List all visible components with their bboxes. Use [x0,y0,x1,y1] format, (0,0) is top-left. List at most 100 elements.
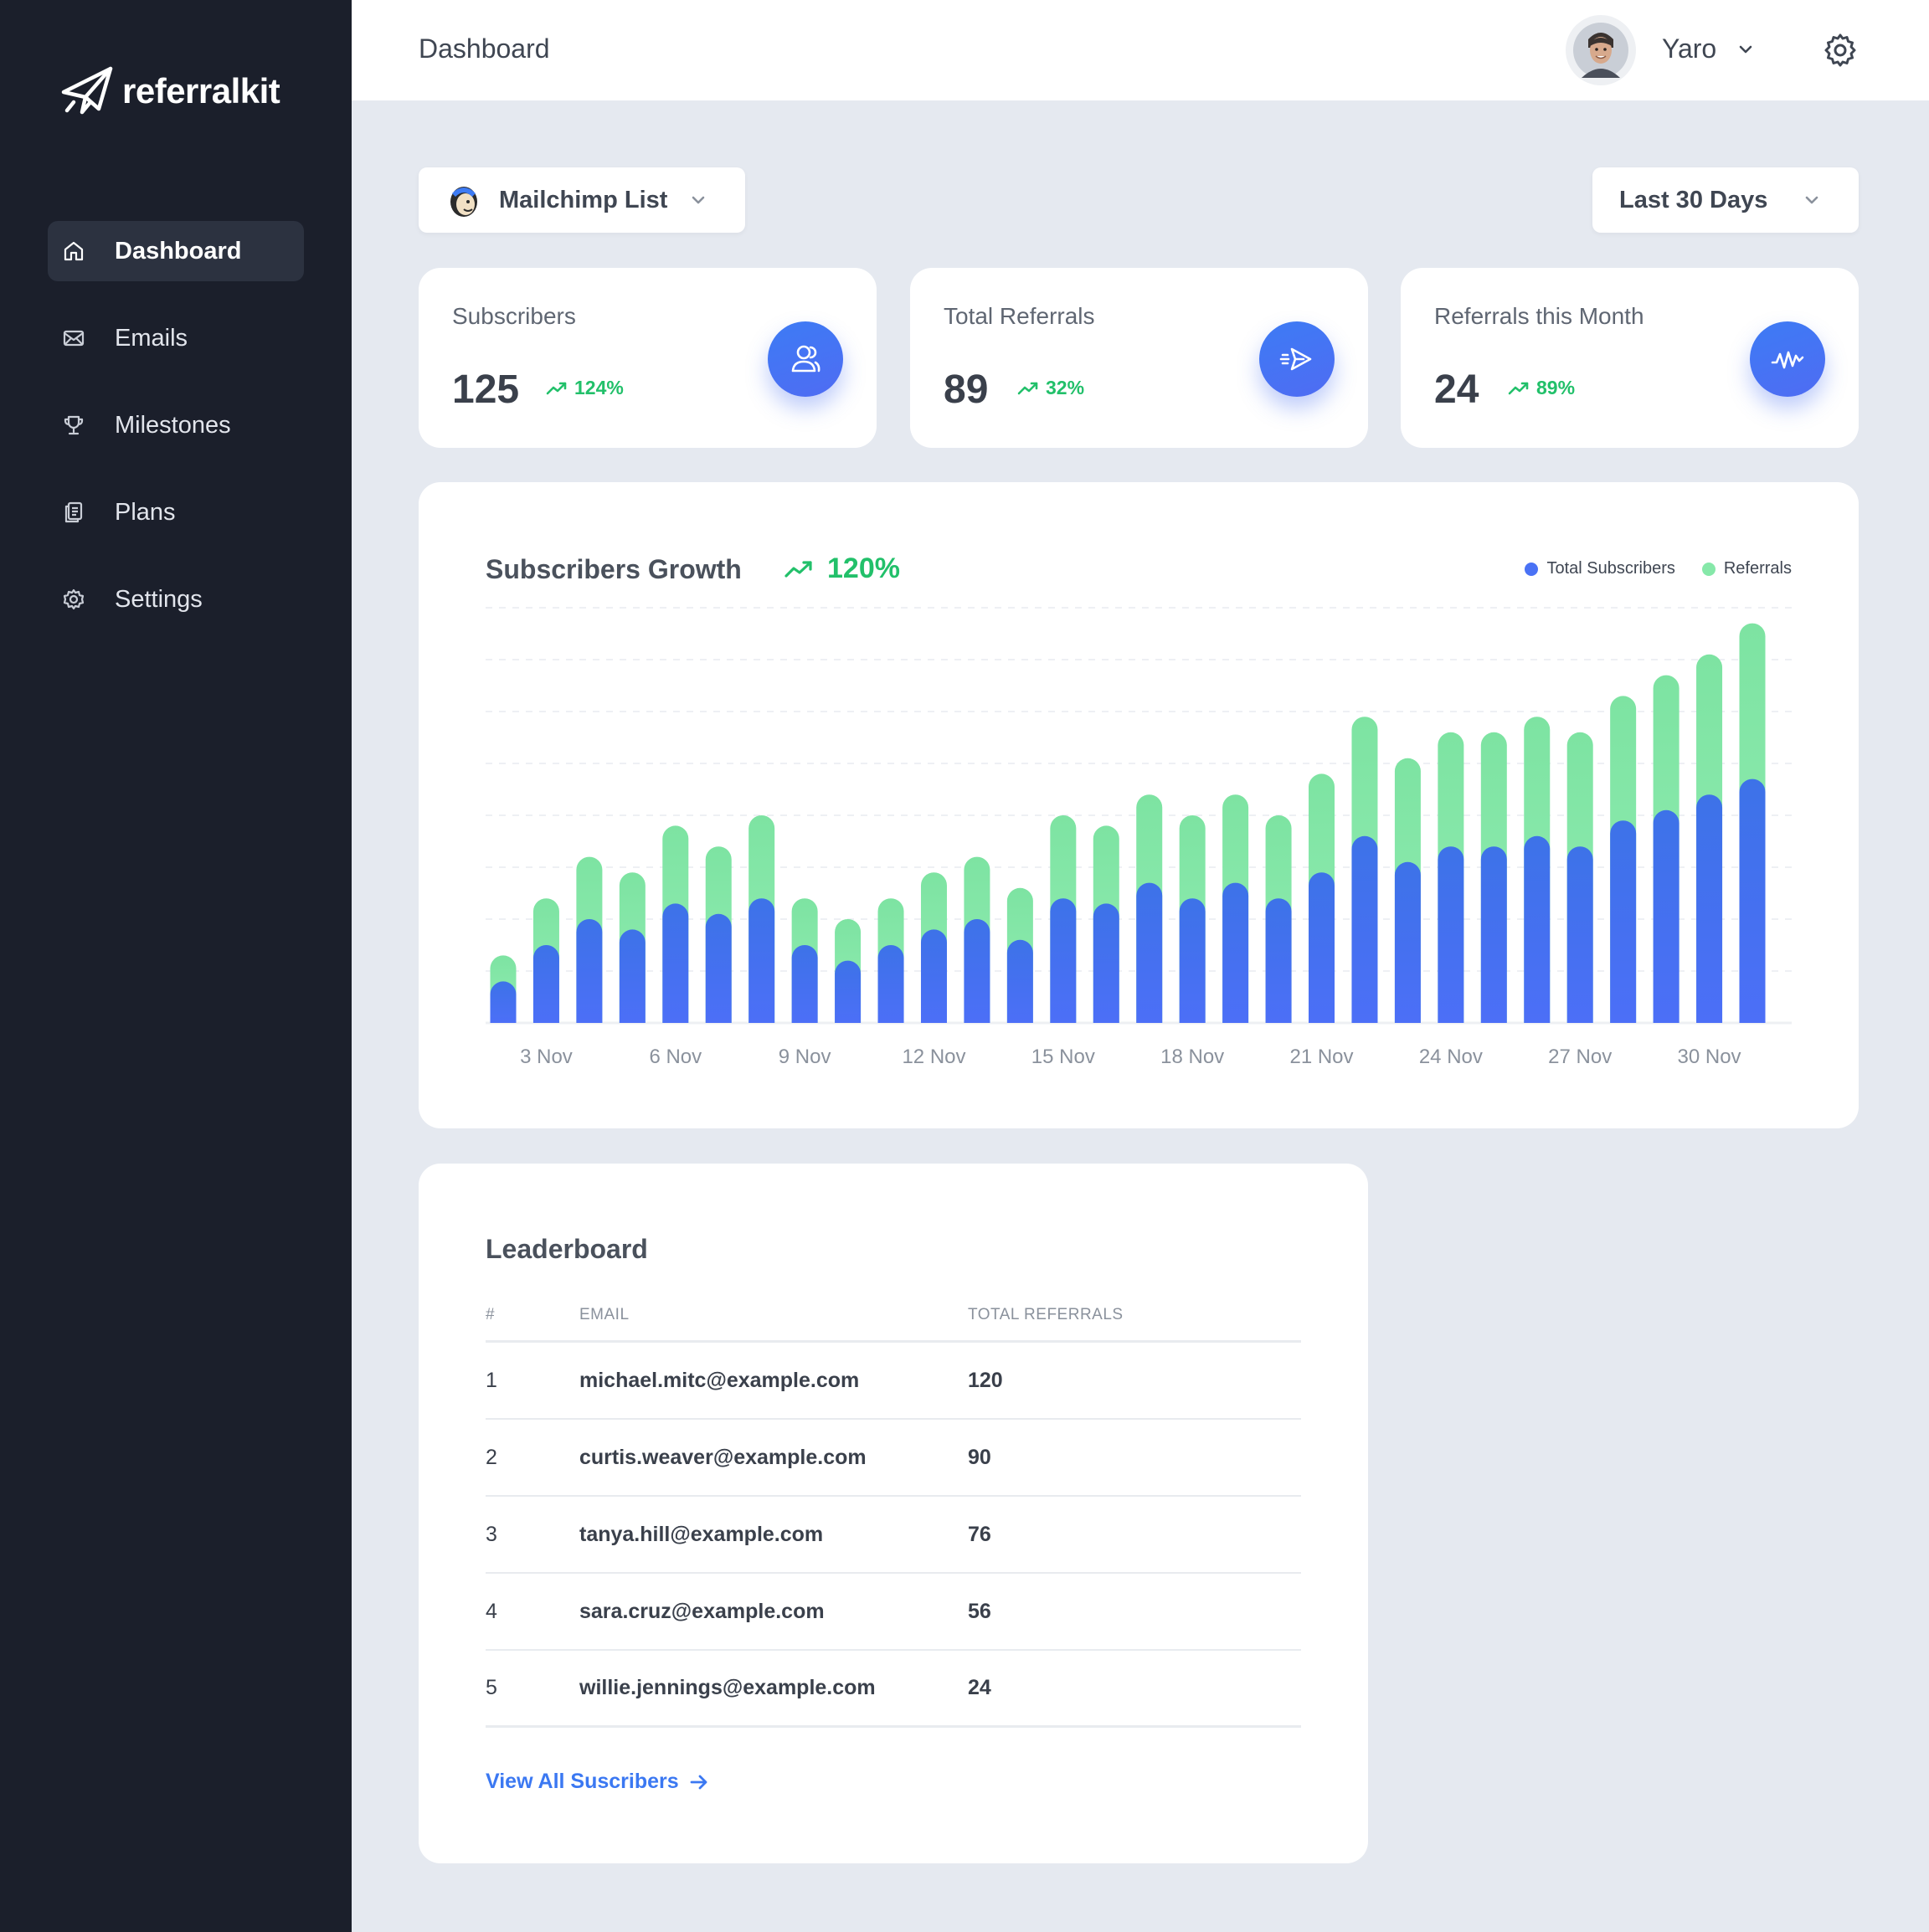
table-row[interactable]: 4 sara.cruz@example.com 56 [486,1574,1301,1651]
bar-group[interactable] [619,872,646,1023]
chevron-down-icon[interactable] [1735,39,1757,60]
bar-group[interactable] [1136,794,1163,1023]
table-row[interactable]: 2 curtis.weaver@example.com 90 [486,1420,1301,1497]
row-email: curtis.weaver@example.com [579,1445,867,1469]
bar-group[interactable] [1093,825,1119,1023]
bar-subscribers[interactable] [1438,846,1464,1023]
settings-gear-icon[interactable] [1822,32,1859,69]
bar-group[interactable] [1006,887,1033,1023]
bar-subscribers[interactable] [1394,861,1421,1023]
bar-subscribers[interactable] [576,919,603,1023]
bar-group[interactable] [1438,732,1464,1023]
bar-group[interactable] [1351,717,1378,1023]
bar-subscribers[interactable] [705,913,732,1023]
row-referrals: 56 [968,1599,991,1623]
bar-subscribers[interactable] [662,903,689,1023]
bar-group[interactable] [1394,758,1421,1023]
bar-subscribers[interactable] [619,929,646,1023]
bar-group[interactable] [1480,732,1507,1023]
sidebar-item-dashboard[interactable]: Dashboard [48,221,304,281]
top-header: Dashboard Yaro [352,0,1929,100]
bar-group[interactable] [1050,815,1077,1023]
bar-group[interactable] [705,846,732,1023]
bar-subscribers[interactable] [748,898,775,1023]
bar-subscribers[interactable] [1222,882,1249,1023]
table-row[interactable]: 5 willie.jennings@example.com 24 [486,1651,1301,1728]
bar-group[interactable] [1610,696,1637,1023]
sidebar-item-settings[interactable]: Settings [48,569,304,629]
page-title: Dashboard [419,33,550,64]
chevron-down-icon [692,196,705,204]
mailchimp-list-dropdown[interactable]: Mailchimp List [419,167,745,233]
x-tick-label: 27 Nov [1548,1046,1612,1068]
bar-subscribers[interactable] [1696,794,1723,1023]
brand-logo[interactable]: referralkit [60,64,280,119]
bar-subscribers[interactable] [1524,835,1551,1023]
legend-label: Referrals [1723,559,1792,578]
bar-subscribers[interactable] [1480,846,1507,1023]
bar-group[interactable] [532,898,559,1023]
bar-subscribers[interactable] [1136,882,1163,1023]
sidebar-item-emails[interactable]: Emails [48,308,304,368]
column-header-rank: # [486,1306,496,1323]
bar-subscribers[interactable] [835,960,862,1023]
sidebar-item-milestones[interactable]: Milestones [48,395,304,455]
trend-up-icon [1508,382,1529,394]
sidebar-item-label: Milestones [115,411,231,439]
bar-subscribers[interactable] [532,945,559,1023]
bar-group[interactable] [1179,815,1206,1023]
date-range-label: Last 30 Days [1619,186,1768,213]
date-range-dropdown[interactable]: Last 30 Days [1592,167,1859,233]
bar-group[interactable] [662,825,689,1023]
bar-subscribers[interactable] [877,945,904,1023]
bar-group[interactable] [1739,623,1766,1023]
bar-group[interactable] [1566,732,1593,1023]
bar-group[interactable] [1222,794,1249,1023]
bar-subscribers[interactable] [1050,898,1077,1023]
legend-item-referrals[interactable]: Referrals [1701,559,1792,578]
table-row[interactable]: 3 tanya.hill@example.com 76 [486,1497,1301,1574]
bar-group[interactable] [835,919,862,1023]
table-row[interactable]: 1 michael.mitc@example.com 120 [486,1343,1301,1420]
bar-subscribers[interactable] [1006,939,1033,1023]
bar-subscribers[interactable] [1351,835,1378,1023]
bar-group[interactable] [1696,654,1723,1023]
bar-group[interactable] [1265,815,1292,1023]
x-tick-label: 3 Nov [520,1046,573,1068]
bar-group[interactable] [1653,675,1680,1023]
bar-group[interactable] [1309,773,1335,1023]
bar-subscribers[interactable] [920,929,947,1023]
bar-subscribers[interactable] [1739,778,1766,1023]
bar-subscribers[interactable] [791,945,818,1023]
user-avatar-icon [1573,23,1628,78]
user-name[interactable]: Yaro [1662,33,1717,64]
bar-subscribers[interactable] [1265,898,1292,1023]
stat-change: 124% [546,377,624,399]
bar-subscribers[interactable] [1610,820,1637,1023]
bar-subscribers[interactable] [1566,846,1593,1023]
bar-subscribers[interactable] [1653,809,1680,1023]
bar-subscribers[interactable] [1179,898,1206,1023]
bar-group[interactable] [791,898,818,1023]
sidebar-item-plans[interactable]: Plans [48,482,304,542]
row-email: willie.jennings@example.com [579,1676,876,1699]
bar-group[interactable] [490,955,517,1023]
bar-subscribers[interactable] [1093,903,1119,1023]
column-header-referrals: TOTAL REFERRALS [968,1306,1124,1323]
bar-group[interactable] [920,872,947,1023]
avatar[interactable] [1566,15,1636,85]
bar-group[interactable] [748,815,775,1023]
mail-icon [61,326,86,351]
gear-icon [61,587,86,612]
bar-subscribers[interactable] [964,919,990,1023]
chart-legend: Total Subscribers Referrals [1525,559,1792,578]
view-all-subscribers-link[interactable]: View All Suscribers [486,1770,709,1794]
bar-subscribers[interactable] [490,981,517,1023]
bar-group[interactable] [1524,717,1551,1023]
bar-group[interactable] [964,856,990,1023]
bar-group[interactable] [877,898,904,1023]
stat-card-subscribers: Subscribers 125 124% [419,268,877,448]
bar-group[interactable] [576,856,603,1023]
bar-subscribers[interactable] [1309,872,1335,1023]
legend-item-subscribers[interactable]: Total Subscribers [1525,559,1675,578]
